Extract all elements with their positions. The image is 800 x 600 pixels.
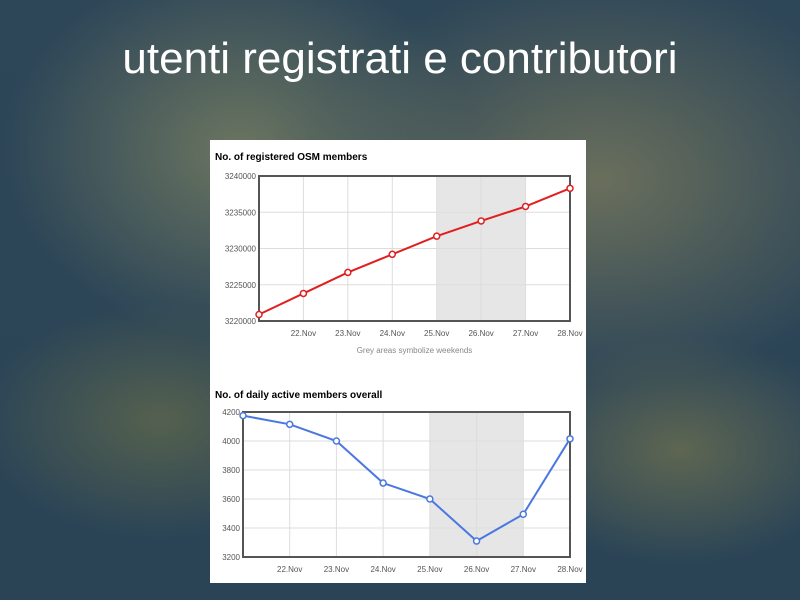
series-line xyxy=(258,187,571,316)
data-point xyxy=(472,537,481,545)
x-tick-label: 27.Nov xyxy=(513,329,538,338)
charts-svg: No. of registered OSM members 3220000 3225… xyxy=(215,152,583,574)
x-tick-label: 22.Nov xyxy=(277,565,302,574)
x-tick-label: 28.Nov xyxy=(557,329,582,338)
x-tick-label: 23.Nov xyxy=(335,329,360,338)
x-tick-label: 23.Nov xyxy=(324,565,349,574)
series-line xyxy=(242,414,571,543)
data-point xyxy=(521,202,530,211)
data-point xyxy=(285,420,294,429)
y-tick-label: 3230000 xyxy=(225,245,257,254)
chart-title: No. of registered OSM members xyxy=(215,152,368,163)
y-tick-label: 3225000 xyxy=(225,281,257,290)
data-point xyxy=(255,310,263,319)
data-point xyxy=(432,232,441,240)
plot-frame xyxy=(242,411,571,558)
chart-panel: No. of registered OSM members 3220000 3225… xyxy=(210,140,586,583)
data-point xyxy=(332,437,341,445)
y-tick-label: 3240000 xyxy=(225,172,257,181)
data-point xyxy=(239,411,247,420)
x-tick-label: 25.Nov xyxy=(417,565,442,574)
data-point xyxy=(344,268,352,277)
y-tick-label: 4000 xyxy=(222,437,240,446)
y-tick-label: 3235000 xyxy=(225,208,257,217)
data-point xyxy=(379,479,387,487)
y-tick-label: 3200 xyxy=(222,553,240,562)
x-tick-label: 26.Nov xyxy=(464,565,489,574)
data-point xyxy=(388,250,397,259)
data-point xyxy=(566,435,574,443)
slide-title: utenti registrati e contributori xyxy=(122,34,678,83)
x-tick-label: 25.Nov xyxy=(424,329,449,338)
x-tick-label: 27.Nov xyxy=(511,565,536,574)
x-tick-label: 24.Nov xyxy=(380,329,405,338)
y-tick-label: 3220000 xyxy=(225,317,257,326)
plot-frame xyxy=(258,175,571,322)
chart-note: Grey areas symbolize weekends xyxy=(357,346,473,355)
y-tick-label: 4200 xyxy=(222,408,240,417)
x-tick-label: 26.Nov xyxy=(468,329,493,338)
data-point xyxy=(566,184,574,193)
x-tick-label: 22.Nov xyxy=(291,329,316,338)
data-point xyxy=(426,495,434,503)
data-point xyxy=(519,510,528,518)
data-point xyxy=(299,289,308,298)
y-tick-label: 3800 xyxy=(222,466,240,475)
chart-title: No. of daily active members overall xyxy=(215,390,383,401)
y-tick-label: 3600 xyxy=(222,495,240,504)
y-tick-label: 3400 xyxy=(222,524,240,533)
x-tick-label: 24.Nov xyxy=(370,565,395,574)
x-tick-label: 28.Nov xyxy=(557,565,582,574)
data-point xyxy=(477,217,485,225)
